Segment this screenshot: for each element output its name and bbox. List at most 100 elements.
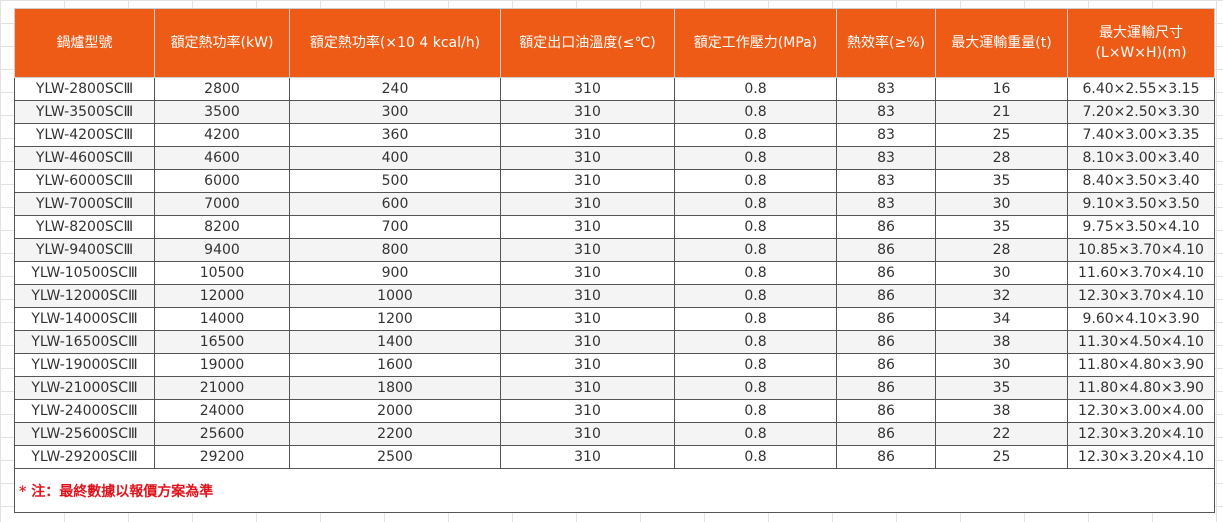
cell-max-transport-weight: 35 <box>935 169 1068 193</box>
cell-outlet-oil-temp: 310 <box>500 284 675 308</box>
header-working-pressure: 額定工作壓力(MPa) <box>674 8 837 78</box>
cell-working-pressure: 0.8 <box>674 215 837 239</box>
cell-thermal-efficiency: 83 <box>836 169 936 193</box>
header-max-transport-weight: 最大運輸重量(t) <box>935 8 1068 78</box>
cell-max-transport-weight: 21 <box>935 100 1068 124</box>
cell-working-pressure: 0.8 <box>674 238 837 262</box>
cell-rated-power-kw: 19000 <box>154 353 290 377</box>
cell-max-transport-weight: 35 <box>935 215 1068 239</box>
cell-outlet-oil-temp: 310 <box>500 307 675 331</box>
header-rated-power-kcal: 額定熱功率(×10 4 kcal/h) <box>289 8 501 78</box>
cell-rated-power-kw: 16500 <box>154 330 290 354</box>
table-row: YLW-2800SCⅢ 2800 240 310 0.8 83 16 6.40×2.55×3.… <box>14 77 1215 101</box>
cell-outlet-oil-temp: 310 <box>500 238 675 262</box>
cell-max-transport-size: 11.60×3.70×4.10 <box>1067 261 1215 285</box>
note-text: * 注：最終數據以報價方案為準 <box>14 468 1215 513</box>
cell-max-transport-weight: 32 <box>935 284 1068 308</box>
cell-max-transport-weight: 35 <box>935 376 1068 400</box>
cell-working-pressure: 0.8 <box>674 307 837 331</box>
cell-max-transport-size: 12.30×3.20×4.10 <box>1067 422 1215 446</box>
cell-rated-power-kcal: 2200 <box>289 422 501 446</box>
cell-rated-power-kw: 14000 <box>154 307 290 331</box>
table-row: YLW-10500SCⅢ 10500 900 310 0.8 86 30 11.60×3.70… <box>14 261 1215 285</box>
cell-rated-power-kw: 9400 <box>154 238 290 262</box>
cell-max-transport-weight: 22 <box>935 422 1068 446</box>
cell-thermal-efficiency: 86 <box>836 330 936 354</box>
cell-rated-power-kcal: 300 <box>289 100 501 124</box>
cell-outlet-oil-temp: 310 <box>500 399 675 423</box>
cell-thermal-efficiency: 86 <box>836 445 936 469</box>
cell-thermal-efficiency: 86 <box>836 353 936 377</box>
table-row: YLW-6000SCⅢ 6000 500 310 0.8 83 35 8.40×3.50×3.… <box>14 169 1215 193</box>
cell-outlet-oil-temp: 310 <box>500 146 675 170</box>
cell-working-pressure: 0.8 <box>674 353 837 377</box>
table-row: YLW-8200SCⅢ 8200 700 310 0.8 86 35 9.75×3.50×4.… <box>14 215 1215 239</box>
boiler-spec-table-container: 鍋爐型號 額定熱功率(kW) 額定熱功率(×10 4 kcal/h) 額定出口油… <box>14 8 1215 513</box>
cell-rated-power-kw: 12000 <box>154 284 290 308</box>
cell-model: YLW-24000SCⅢ <box>14 399 155 423</box>
cell-model: YLW-9400SCⅢ <box>14 238 155 262</box>
cell-max-transport-size: 11.80×4.80×3.90 <box>1067 376 1215 400</box>
cell-max-transport-weight: 38 <box>935 330 1068 354</box>
cell-max-transport-weight: 28 <box>935 238 1068 262</box>
cell-max-transport-weight: 30 <box>935 192 1068 216</box>
cell-outlet-oil-temp: 310 <box>500 376 675 400</box>
cell-outlet-oil-temp: 310 <box>500 77 675 101</box>
table-row: YLW-29200SCⅢ 29200 2500 310 0.8 86 25 12.30×3.2… <box>14 445 1215 469</box>
cell-max-transport-size: 8.10×3.00×3.40 <box>1067 146 1215 170</box>
cell-model: YLW-16500SCⅢ <box>14 330 155 354</box>
header-max-transport-size: 最大運輸尺寸 (L×W×H)(m) <box>1067 8 1215 78</box>
cell-thermal-efficiency: 83 <box>836 123 936 147</box>
cell-outlet-oil-temp: 310 <box>500 330 675 354</box>
table-row: YLW-3500SCⅢ 3500 300 310 0.8 83 21 7.20×2.50×3.… <box>14 100 1215 124</box>
cell-max-transport-weight: 16 <box>935 77 1068 101</box>
cell-model: YLW-7000SCⅢ <box>14 192 155 216</box>
cell-outlet-oil-temp: 310 <box>500 169 675 193</box>
table-row: YLW-4600SCⅢ 4600 400 310 0.8 83 28 8.10×3.00×3.… <box>14 146 1215 170</box>
cell-rated-power-kw: 3500 <box>154 100 290 124</box>
cell-working-pressure: 0.8 <box>674 77 837 101</box>
cell-max-transport-size: 9.75×3.50×4.10 <box>1067 215 1215 239</box>
cell-rated-power-kw: 7000 <box>154 192 290 216</box>
cell-rated-power-kcal: 1400 <box>289 330 501 354</box>
cell-rated-power-kcal: 900 <box>289 261 501 285</box>
cell-rated-power-kw: 2800 <box>154 77 290 101</box>
cell-working-pressure: 0.8 <box>674 422 837 446</box>
cell-outlet-oil-temp: 310 <box>500 123 675 147</box>
cell-working-pressure: 0.8 <box>674 330 837 354</box>
cell-max-transport-size: 6.40×2.55×3.15 <box>1067 77 1215 101</box>
cell-model: YLW-25600SCⅢ <box>14 422 155 446</box>
header-rated-power-kw: 額定熱功率(kW) <box>154 8 290 78</box>
cell-working-pressure: 0.8 <box>674 123 837 147</box>
cell-rated-power-kw: 25600 <box>154 422 290 446</box>
note-row: * 注：最終數據以報價方案為準 <box>14 468 1215 513</box>
cell-rated-power-kcal: 1200 <box>289 307 501 331</box>
cell-rated-power-kw: 6000 <box>154 169 290 193</box>
cell-thermal-efficiency: 86 <box>836 422 936 446</box>
cell-outlet-oil-temp: 310 <box>500 261 675 285</box>
cell-working-pressure: 0.8 <box>674 445 837 469</box>
cell-thermal-efficiency: 86 <box>836 261 936 285</box>
cell-outlet-oil-temp: 310 <box>500 445 675 469</box>
cell-model: YLW-3500SCⅢ <box>14 100 155 124</box>
cell-thermal-efficiency: 86 <box>836 399 936 423</box>
cell-rated-power-kw: 24000 <box>154 399 290 423</box>
cell-outlet-oil-temp: 310 <box>500 192 675 216</box>
cell-working-pressure: 0.8 <box>674 169 837 193</box>
cell-rated-power-kcal: 400 <box>289 146 501 170</box>
cell-model: YLW-10500SCⅢ <box>14 261 155 285</box>
cell-outlet-oil-temp: 310 <box>500 353 675 377</box>
cell-outlet-oil-temp: 310 <box>500 422 675 446</box>
cell-rated-power-kcal: 1800 <box>289 376 501 400</box>
cell-outlet-oil-temp: 310 <box>500 215 675 239</box>
cell-thermal-efficiency: 86 <box>836 238 936 262</box>
cell-rated-power-kcal: 1000 <box>289 284 501 308</box>
cell-model: YLW-12000SCⅢ <box>14 284 155 308</box>
cell-max-transport-size: 12.30×3.00×4.00 <box>1067 399 1215 423</box>
cell-model: YLW-29200SCⅢ <box>14 445 155 469</box>
boiler-spec-table: 鍋爐型號 額定熱功率(kW) 額定熱功率(×10 4 kcal/h) 額定出口油… <box>14 8 1215 513</box>
cell-rated-power-kcal: 600 <box>289 192 501 216</box>
cell-model: YLW-14000SCⅢ <box>14 307 155 331</box>
cell-max-transport-weight: 25 <box>935 123 1068 147</box>
cell-rated-power-kw: 21000 <box>154 376 290 400</box>
